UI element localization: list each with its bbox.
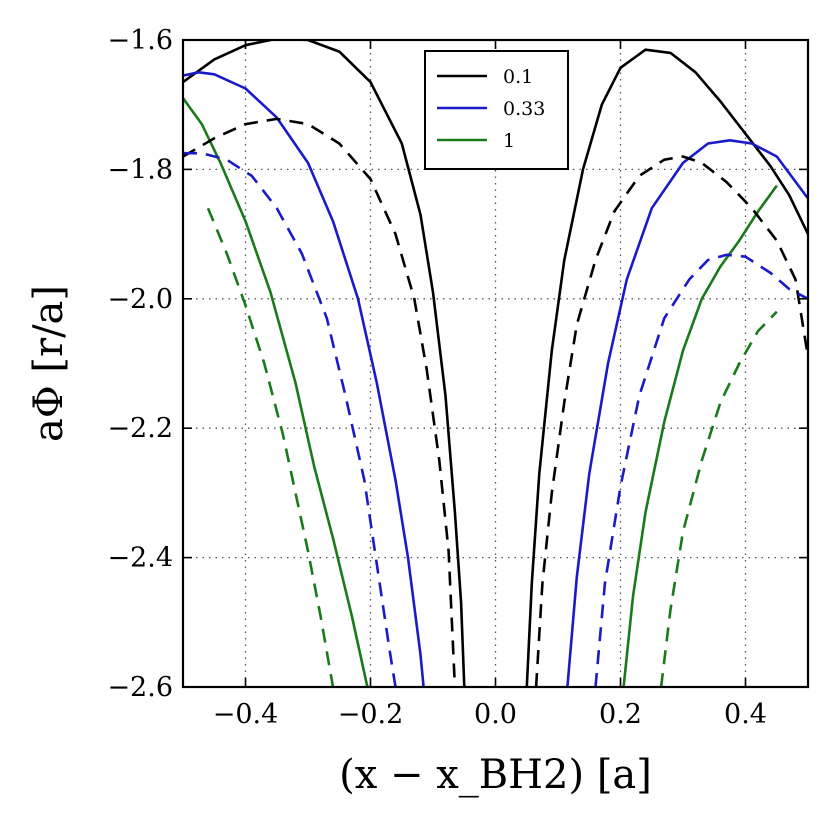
x-tick-label-2: 0.0 xyxy=(474,699,517,730)
legend-box xyxy=(424,50,569,170)
legend: 0.1 0.33 1 xyxy=(424,50,569,170)
legend-label-1: 0.33 xyxy=(503,98,545,120)
series-line-3-0 xyxy=(183,117,457,687)
series-line-2-1 xyxy=(622,184,778,687)
series-line-5-1 xyxy=(659,310,778,687)
series-line-3-1 xyxy=(534,155,808,687)
y-axis-label: aΦ [r/a] xyxy=(26,285,72,442)
x-axis-label: (x − x_BH2) [a] xyxy=(339,752,652,798)
x-tick-label-3: 0.2 xyxy=(599,699,642,730)
x-tick-label-4: 0.4 xyxy=(724,699,767,730)
y-tick-label-3: −2.2 xyxy=(107,413,173,444)
legend-label-2: 1 xyxy=(503,130,515,152)
series-line-2-0 xyxy=(183,97,369,687)
y-tick-label-5: −2.6 xyxy=(107,672,173,703)
y-tick-label-0: −1.6 xyxy=(107,25,173,56)
series-line-0-0 xyxy=(183,40,466,687)
series-group xyxy=(183,40,808,687)
series-line-1-1 xyxy=(566,139,808,687)
y-tick-label-2: −2.0 xyxy=(107,284,173,315)
series-line-5-0 xyxy=(206,207,335,687)
series-line-1-0 xyxy=(183,71,425,687)
series-line-4-0 xyxy=(183,151,397,687)
tick-labels: −0.4 −0.2 0.0 0.2 0.4 −1.6 −1.8 −2.0 −2.2 −2.4 −2.… xyxy=(107,25,767,730)
y-tick-label-4: −2.4 xyxy=(107,543,173,574)
ticks xyxy=(183,39,808,688)
x-tick-label-1: −0.2 xyxy=(338,699,404,730)
x-tick-label-0: −0.4 xyxy=(213,699,279,730)
series-line-0-1 xyxy=(525,48,808,687)
series-line-4-1 xyxy=(594,253,808,687)
y-tick-label-1: −1.8 xyxy=(107,154,173,185)
legend-label-0: 0.1 xyxy=(503,66,533,88)
